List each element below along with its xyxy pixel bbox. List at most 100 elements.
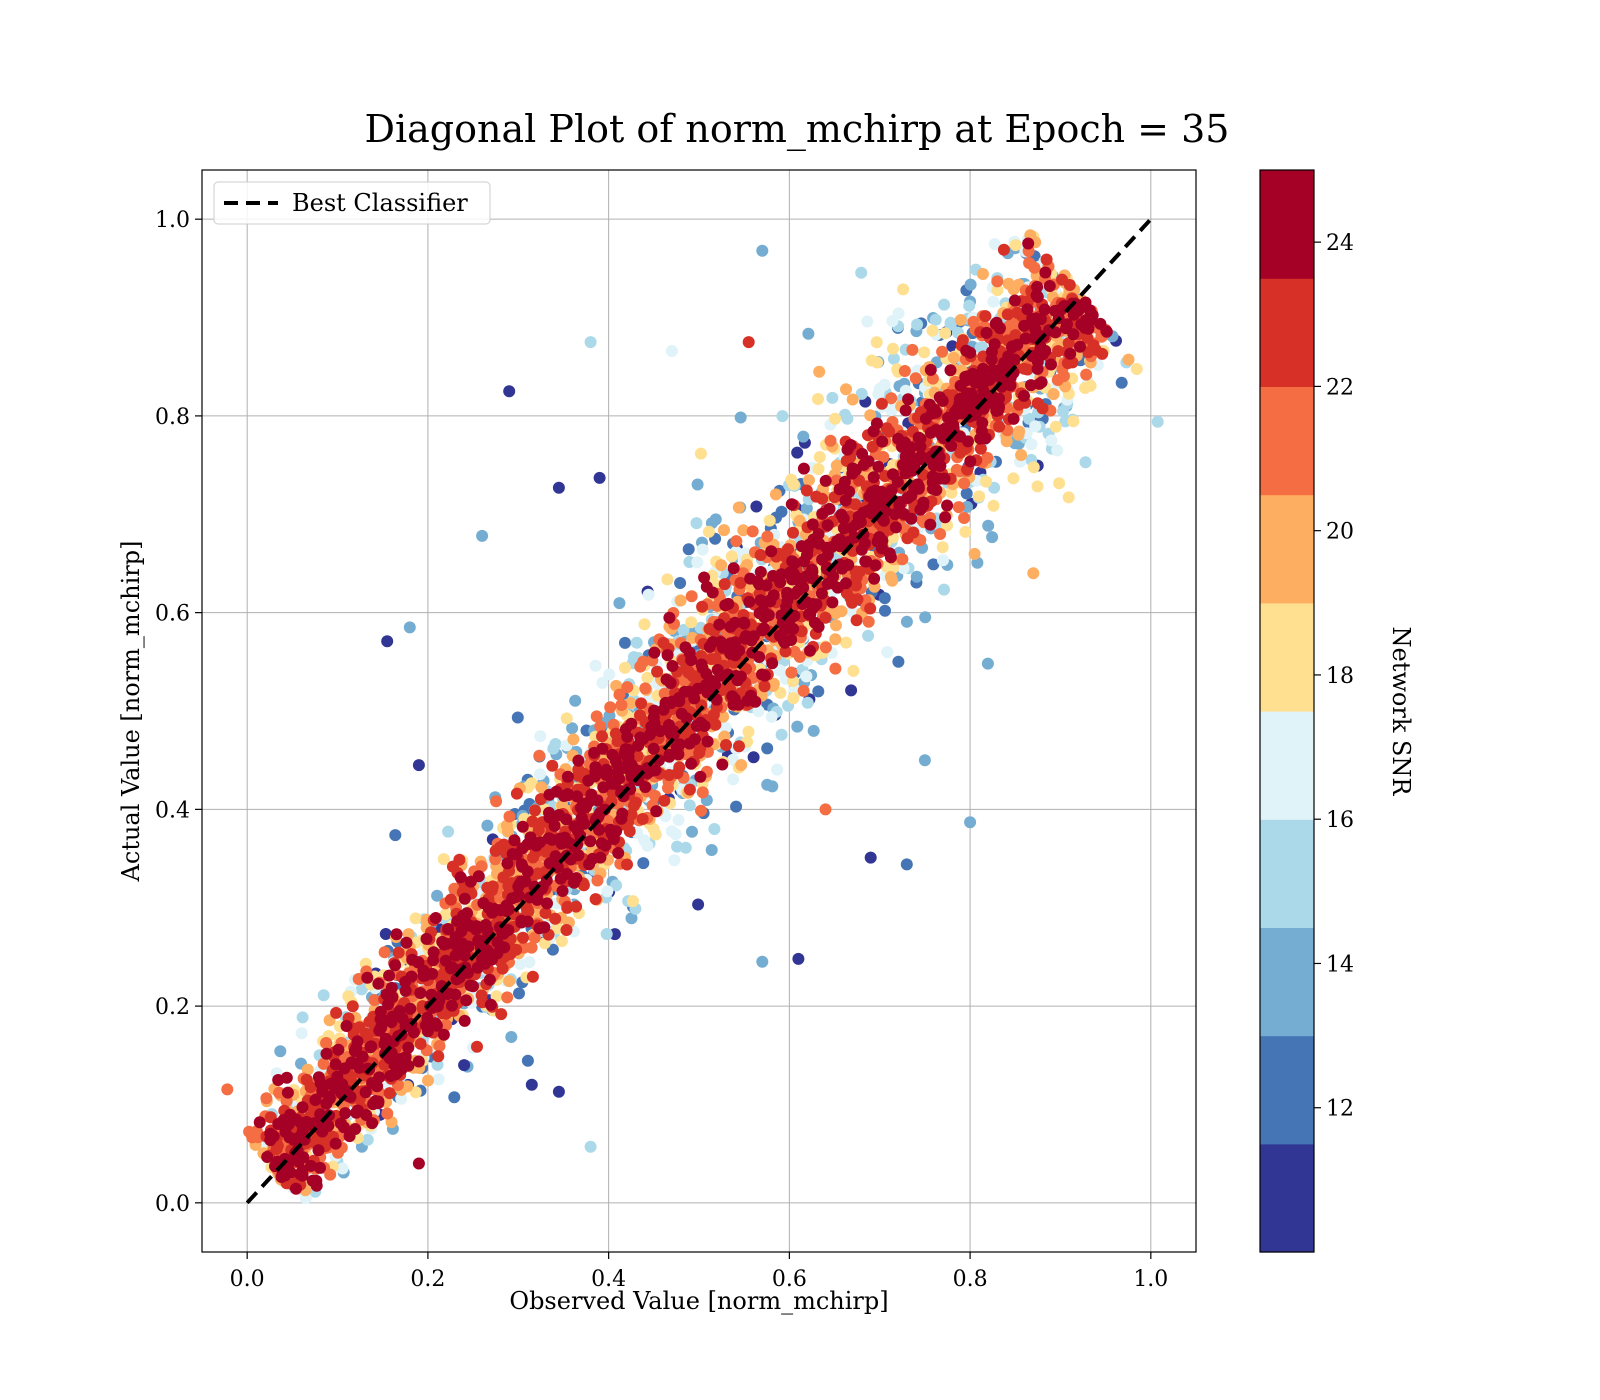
scatter-point <box>532 824 545 837</box>
scatter-point <box>919 412 932 425</box>
scatter-point <box>775 728 788 741</box>
scatter-point <box>738 616 750 629</box>
scatter-point <box>407 1026 420 1039</box>
scatter-point <box>1031 480 1044 493</box>
scatter-point <box>862 615 875 628</box>
scatter-point <box>661 573 674 586</box>
scatter-point <box>596 676 609 689</box>
scatter-point <box>756 668 768 681</box>
scatter-point <box>304 1081 317 1094</box>
scatter-point <box>658 794 671 807</box>
scatter-point <box>609 727 622 740</box>
scatter-point <box>296 1101 309 1114</box>
scatter-point <box>981 657 994 670</box>
scatter-point <box>513 987 525 1000</box>
scatter-point <box>802 474 815 487</box>
scatter-point <box>1029 420 1042 433</box>
scatter-point <box>987 295 1000 308</box>
scatter-point <box>973 490 986 503</box>
scatter-point <box>1038 303 1051 316</box>
scatter-point <box>409 1086 422 1099</box>
scatter-point <box>929 313 942 326</box>
scatter-point <box>400 936 413 949</box>
scatter-point <box>682 543 695 556</box>
scatter-point <box>1062 337 1075 349</box>
scatter-point <box>1021 303 1034 316</box>
scatter-point <box>926 324 939 337</box>
scatter-point <box>561 867 573 880</box>
scatter-point <box>273 1086 286 1099</box>
scatter-point <box>501 857 514 870</box>
scatter-point <box>936 541 949 554</box>
scatter-point <box>824 434 837 447</box>
scatter-point <box>350 1042 363 1055</box>
scatter-point <box>1031 397 1044 410</box>
scatter-point <box>329 1058 342 1071</box>
scatter-point <box>683 799 696 812</box>
scatter-point <box>959 525 972 538</box>
scatter-point <box>1000 435 1013 448</box>
scatter-point <box>788 645 801 658</box>
scatter-point <box>683 783 696 796</box>
scatter-point <box>939 511 952 524</box>
scatter-point <box>801 696 814 709</box>
scatter-point <box>801 544 814 557</box>
scatter-point <box>773 664 786 677</box>
scatter-point <box>635 697 648 710</box>
scatter-point <box>439 908 452 921</box>
scatter-point <box>314 1161 326 1174</box>
scatter-point <box>1001 308 1014 321</box>
scatter-point <box>952 501 965 514</box>
scatter-point <box>906 343 919 356</box>
scatter-point <box>628 799 640 812</box>
scatter-point <box>560 924 573 936</box>
scatter-point <box>1045 358 1057 371</box>
scatter-point <box>718 578 731 591</box>
scatter-point <box>897 283 910 296</box>
scatter-point <box>1151 415 1164 428</box>
scatter-point <box>910 570 923 583</box>
scatter-point <box>663 769 676 781</box>
scatter-point <box>637 857 650 870</box>
scatter-point <box>727 562 740 575</box>
scatter-point <box>591 874 604 887</box>
scatter-point <box>458 892 471 905</box>
scatter-point <box>840 383 852 396</box>
scatter-point <box>352 1104 364 1117</box>
scatter-point <box>914 503 927 516</box>
scatter-point <box>705 653 718 666</box>
scatter-point <box>807 724 820 737</box>
scatter-point <box>490 990 503 1003</box>
scatter-point <box>791 720 804 733</box>
scatter-point <box>526 815 539 828</box>
scatter-point <box>521 1054 534 1067</box>
scatter-point <box>945 439 958 452</box>
scatter-point <box>1056 273 1068 286</box>
scatter-point <box>483 973 496 986</box>
scatter-point <box>589 893 602 906</box>
scatter-point <box>560 712 573 725</box>
scatter-point <box>494 841 506 854</box>
scatter-point <box>572 769 585 782</box>
scatter-point <box>541 897 553 910</box>
scatter-point <box>787 692 800 705</box>
scatter-point <box>523 956 536 969</box>
scatter-point <box>685 590 698 603</box>
scatter-point <box>976 268 989 280</box>
scatter-point <box>404 1002 417 1015</box>
scatter-point <box>1051 444 1064 457</box>
scatter-point <box>864 602 877 615</box>
scatter-point <box>958 512 971 524</box>
scatter-point <box>841 443 854 456</box>
scatter-point <box>1025 438 1038 451</box>
scatter-point <box>797 430 810 443</box>
scatter-point <box>934 528 947 540</box>
scatter-point <box>340 1020 353 1032</box>
scatter-point <box>819 611 832 624</box>
scatter-point <box>886 468 899 481</box>
scatter-points <box>221 229 1164 1205</box>
scatter-point <box>382 998 395 1011</box>
scatter-point <box>549 912 562 925</box>
scatter-point <box>812 685 825 698</box>
